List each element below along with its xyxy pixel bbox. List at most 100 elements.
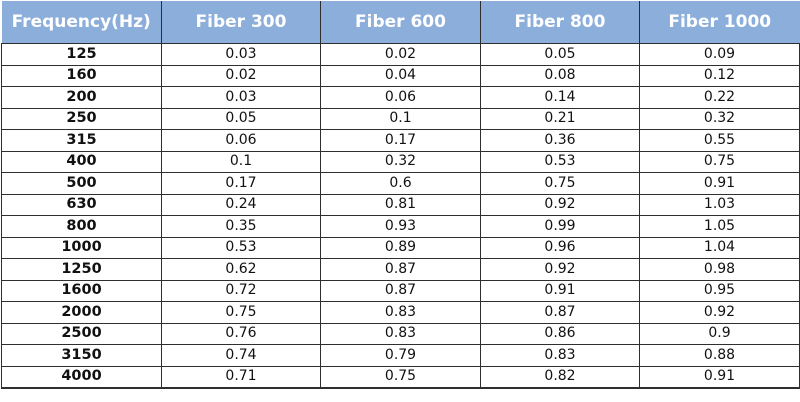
frequency-cell: 500 [1,172,162,195]
table-row: 200 0.03 0.06 0.14 0.22 [1,86,800,109]
coefficient-cell: 0.98 [639,258,800,281]
coefficient-cell: 0.71 [161,365,321,389]
table-row: 3150 0.74 0.79 0.83 0.88 [1,344,800,367]
coefficient-cell: 0.87 [320,258,481,281]
coefficient-cell: 0.91 [639,365,800,389]
coefficient-cell: 0.24 [161,193,321,216]
table-row: 250 0.05 0.1 0.21 0.32 [1,107,800,130]
coefficient-cell: 0.75 [161,301,321,324]
header-fiber-600: Fiber 600 [320,1,481,44]
frequency-cell: 315 [1,129,162,152]
table-body: 125 0.03 0.02 0.05 0.09 160 0.02 0.04 0.08 0.12 20… [1,43,800,389]
coefficient-cell: 0.21 [480,107,640,130]
coefficient-cell: 0.79 [320,344,481,367]
header-row: Frequency(Hz) Fiber 300 Fiber 600 Fiber … [1,1,800,44]
table-row: 2000 0.75 0.83 0.87 0.92 [1,301,800,324]
coefficient-cell: 0.91 [480,279,640,302]
table-row: 2500 0.76 0.83 0.86 0.9 [1,322,800,345]
coefficient-cell: 0.04 [320,64,481,87]
table-header: Frequency(Hz) Fiber 300 Fiber 600 Fiber … [1,1,800,44]
coefficient-cell: 0.17 [320,129,481,152]
coefficient-cell: 1.03 [639,193,800,216]
coefficient-cell: 0.02 [320,43,481,66]
frequency-cell: 800 [1,215,162,238]
coefficient-cell: 0.36 [480,129,640,152]
coefficient-cell: 0.12 [639,64,800,87]
header-fiber-1000: Fiber 1000 [639,1,800,44]
coefficient-cell: 0.02 [161,64,321,87]
frequency-cell: 1250 [1,258,162,281]
frequency-cell: 200 [1,86,162,109]
table-row: 1250 0.62 0.87 0.92 0.98 [1,258,800,281]
coefficient-cell: 0.83 [320,301,481,324]
frequency-cell: 4000 [1,365,162,389]
frequency-cell: 630 [1,193,162,216]
coefficient-cell: 0.6 [320,172,481,195]
absorption-table-container: Frequency(Hz) Fiber 300 Fiber 600 Fiber … [1,1,800,389]
coefficient-cell: 0.89 [320,236,481,259]
table-row: 800 0.35 0.93 0.99 1.05 [1,215,800,238]
coefficient-cell: 0.96 [480,236,640,259]
coefficient-cell: 0.05 [161,107,321,130]
coefficient-cell: 0.17 [161,172,321,195]
coefficient-cell: 0.87 [320,279,481,302]
header-fiber-800: Fiber 800 [480,1,640,44]
coefficient-cell: 0.08 [480,64,640,87]
coefficient-cell: 0.35 [161,215,321,238]
coefficient-cell: 0.03 [161,86,321,109]
table-row: 400 0.1 0.32 0.53 0.75 [1,150,800,173]
coefficient-cell: 0.93 [320,215,481,238]
coefficient-cell: 0.83 [480,344,640,367]
frequency-cell: 2000 [1,301,162,324]
coefficient-cell: 0.14 [480,86,640,109]
coefficient-cell: 0.91 [639,172,800,195]
coefficient-cell: 0.81 [320,193,481,216]
coefficient-cell: 0.1 [161,150,321,173]
coefficient-cell: 0.06 [161,129,321,152]
coefficient-cell: 0.95 [639,279,800,302]
coefficient-cell: 1.04 [639,236,800,259]
frequency-cell: 125 [1,43,162,66]
table-row: 500 0.17 0.6 0.75 0.91 [1,172,800,195]
frequency-cell: 400 [1,150,162,173]
coefficient-cell: 0.32 [320,150,481,173]
table-row: 630 0.24 0.81 0.92 1.03 [1,193,800,216]
table-row: 125 0.03 0.02 0.05 0.09 [1,43,800,66]
frequency-cell: 2500 [1,322,162,345]
header-frequency: Frequency(Hz) [1,1,162,44]
frequency-cell: 250 [1,107,162,130]
coefficient-cell: 0.86 [480,322,640,345]
coefficient-cell: 0.1 [320,107,481,130]
table-row: 4000 0.71 0.75 0.82 0.91 [1,365,800,389]
coefficient-cell: 0.82 [480,365,640,389]
coefficient-cell: 0.55 [639,129,800,152]
coefficient-cell: 0.22 [639,86,800,109]
table-row: 160 0.02 0.04 0.08 0.12 [1,64,800,87]
coefficient-cell: 0.76 [161,322,321,345]
coefficient-cell: 0.92 [480,258,640,281]
coefficient-cell: 0.83 [320,322,481,345]
coefficient-cell: 0.62 [161,258,321,281]
coefficient-cell: 0.06 [320,86,481,109]
coefficient-cell: 0.99 [480,215,640,238]
coefficient-cell: 0.74 [161,344,321,367]
frequency-cell: 160 [1,64,162,87]
coefficient-cell: 0.53 [480,150,640,173]
coefficient-cell: 0.87 [480,301,640,324]
table-row: 1000 0.53 0.89 0.96 1.04 [1,236,800,259]
coefficient-cell: 0.75 [639,150,800,173]
absorption-coefficient-table: Frequency(Hz) Fiber 300 Fiber 600 Fiber … [1,1,800,389]
coefficient-cell: 0.32 [639,107,800,130]
frequency-cell: 1600 [1,279,162,302]
coefficient-cell: 0.9 [639,322,800,345]
table-row: 315 0.06 0.17 0.36 0.55 [1,129,800,152]
header-fiber-300: Fiber 300 [161,1,321,44]
coefficient-cell: 0.72 [161,279,321,302]
coefficient-cell: 0.09 [639,43,800,66]
coefficient-cell: 0.75 [480,172,640,195]
coefficient-cell: 0.05 [480,43,640,66]
table-row: 1600 0.72 0.87 0.91 0.95 [1,279,800,302]
coefficient-cell: 1.05 [639,215,800,238]
coefficient-cell: 0.92 [639,301,800,324]
frequency-cell: 1000 [1,236,162,259]
